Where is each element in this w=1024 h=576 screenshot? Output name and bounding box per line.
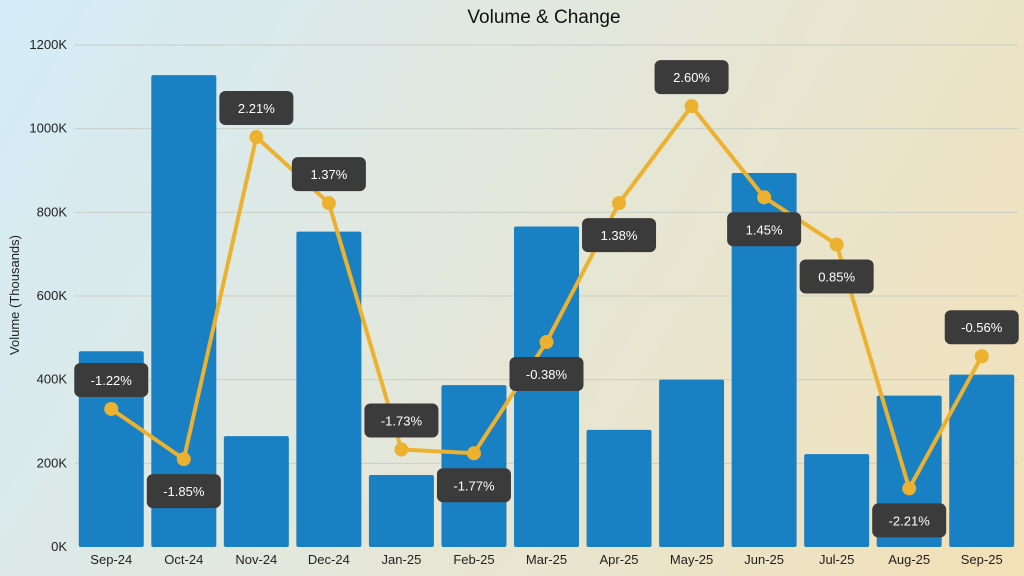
change-point — [684, 99, 699, 114]
change-point — [829, 237, 844, 252]
change-label: 0.85% — [818, 270, 855, 285]
volume-bar — [659, 379, 725, 547]
x-tick-label: Feb-25 — [453, 552, 494, 567]
y-axis-label: Volume (Thousands) — [7, 235, 22, 355]
change-point — [902, 481, 917, 496]
volume-bar — [223, 436, 289, 547]
change-callout: -1.22% — [74, 362, 149, 397]
change-label: 2.60% — [673, 70, 710, 85]
volume-bar — [804, 454, 870, 547]
x-tick-label: Aug-25 — [888, 552, 930, 567]
change-label: 1.45% — [746, 222, 783, 237]
change-point — [394, 442, 409, 457]
change-callout: -1.85% — [146, 474, 221, 509]
change-label: -1.77% — [453, 478, 495, 493]
change-point — [249, 130, 264, 145]
change-callout: 0.85% — [799, 259, 874, 294]
change-callout: -1.73% — [364, 403, 439, 438]
change-label: -1.22% — [91, 373, 133, 388]
volume-bar — [949, 374, 1015, 547]
x-tick-label: Oct-24 — [164, 552, 203, 567]
x-tick-label: Mar-25 — [526, 552, 567, 567]
x-tick-label: Nov-24 — [235, 552, 277, 567]
x-tick-label: Sep-25 — [961, 552, 1003, 567]
x-tick-label: May-25 — [670, 552, 713, 567]
change-label: -1.73% — [381, 414, 423, 429]
x-tick-label: Apr-25 — [600, 552, 639, 567]
change-callout: 2.60% — [654, 60, 729, 95]
change-callout: -1.77% — [436, 468, 511, 503]
y-tick-label: 200K — [37, 455, 68, 470]
change-callout: -2.21% — [872, 503, 947, 538]
x-tick-label: Dec-24 — [308, 552, 350, 567]
change-point — [974, 349, 989, 364]
change-callout: 1.37% — [291, 157, 366, 192]
y-tick-label: 400K — [37, 372, 68, 387]
volume-bar — [78, 351, 144, 547]
change-label: -0.56% — [961, 320, 1003, 335]
change-callout: 2.21% — [219, 91, 294, 126]
change-point — [757, 190, 772, 205]
volume-bar — [441, 385, 507, 547]
y-tick-label: 0K — [51, 539, 67, 554]
change-label: -2.21% — [889, 513, 931, 528]
y-tick-label: 1000K — [29, 121, 67, 136]
change-callout: -0.56% — [944, 310, 1019, 345]
x-tick-label: Jun-25 — [744, 552, 784, 567]
change-point — [176, 452, 191, 467]
y-tick-label: 600K — [37, 288, 68, 303]
change-point — [612, 196, 627, 211]
change-callout: 1.38% — [582, 218, 657, 253]
x-tick-label: Sep-24 — [90, 552, 132, 567]
chart-title: Volume & Change — [467, 7, 620, 28]
y-tick-label: 1200K — [29, 37, 67, 52]
change-point — [321, 196, 336, 211]
x-tick-label: Jul-25 — [819, 552, 854, 567]
change-point — [466, 446, 481, 461]
volume-bar — [731, 173, 797, 547]
change-label: 2.21% — [238, 101, 275, 116]
volume-bar — [296, 231, 362, 547]
change-label: 1.37% — [310, 167, 347, 182]
change-point — [104, 401, 119, 416]
volume-bar — [368, 475, 434, 547]
change-label: 1.38% — [601, 228, 638, 243]
change-label: -1.85% — [163, 484, 205, 499]
y-tick-label: 800K — [37, 204, 68, 219]
volume-bar — [586, 429, 652, 547]
x-tick-label: Jan-25 — [382, 552, 422, 567]
change-point — [539, 335, 554, 350]
change-callout: -0.38% — [509, 357, 584, 392]
volume-bar — [151, 75, 217, 548]
change-label: -0.38% — [526, 367, 568, 382]
change-callout: 1.45% — [727, 212, 802, 247]
